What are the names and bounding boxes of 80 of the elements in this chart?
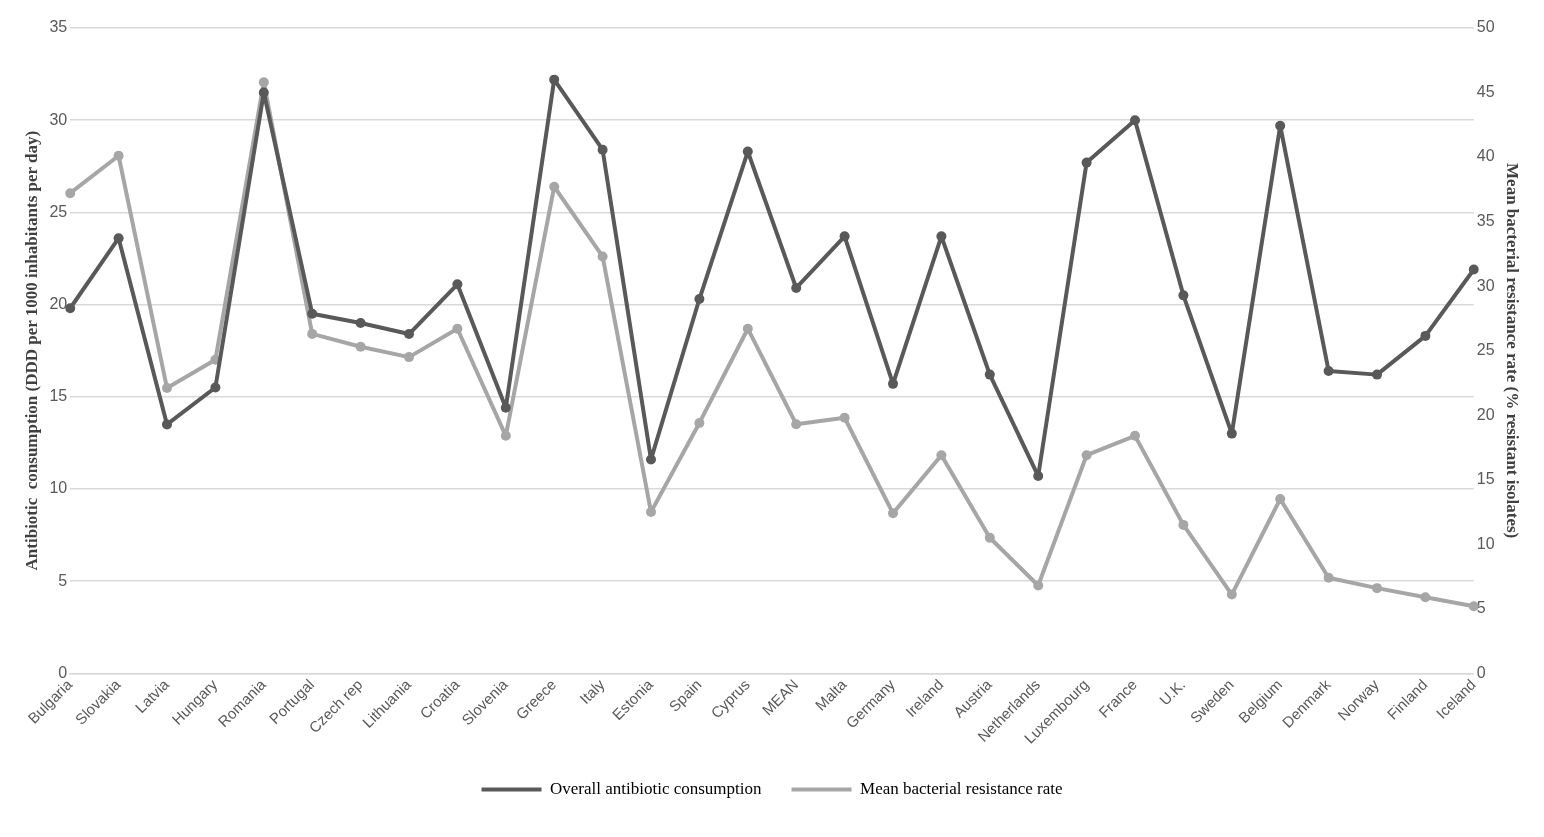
point bbox=[984, 532, 995, 543]
point bbox=[1468, 264, 1479, 275]
y2-tick-label: 20 bbox=[1476, 405, 1495, 423]
point bbox=[839, 231, 850, 242]
y2-tick-label: 30 bbox=[1476, 276, 1495, 294]
point bbox=[452, 279, 463, 290]
point bbox=[839, 412, 850, 423]
point bbox=[113, 150, 124, 161]
point bbox=[1033, 580, 1044, 591]
point bbox=[162, 383, 172, 394]
point bbox=[1033, 471, 1044, 482]
point bbox=[1081, 157, 1092, 168]
y2-tick-label: 35 bbox=[1476, 212, 1495, 229]
point bbox=[1275, 494, 1286, 505]
point bbox=[65, 303, 76, 314]
legend-label: Mean bacterial resistance rate bbox=[860, 778, 1063, 798]
x-tick-label: Italy bbox=[576, 675, 608, 708]
point bbox=[1226, 428, 1237, 439]
y2-axis-title: Mean bacterial resistance rate (% resistant isolates) bbox=[1503, 163, 1523, 539]
point bbox=[452, 323, 463, 334]
point bbox=[500, 402, 511, 413]
legend-label: Overall antibiotic consumption bbox=[550, 778, 763, 798]
point bbox=[65, 188, 76, 199]
point bbox=[1323, 572, 1334, 583]
point bbox=[1323, 365, 1334, 376]
point bbox=[597, 251, 608, 262]
y2-tick-label: 15 bbox=[1476, 470, 1495, 488]
point bbox=[1420, 592, 1431, 603]
y-tick-label: 10 bbox=[49, 479, 68, 497]
point bbox=[1081, 450, 1092, 461]
point bbox=[113, 233, 124, 244]
point bbox=[258, 87, 269, 98]
y2-tick-label: 45 bbox=[1476, 82, 1495, 100]
point bbox=[646, 454, 656, 465]
point bbox=[888, 508, 898, 519]
y2-tick-label: 25 bbox=[1476, 341, 1495, 359]
point bbox=[355, 318, 366, 328]
y-tick-label: 5 bbox=[58, 571, 68, 589]
y2-tick-label: 40 bbox=[1476, 147, 1495, 165]
point bbox=[355, 341, 366, 352]
point bbox=[500, 430, 511, 441]
point bbox=[210, 382, 221, 393]
point bbox=[1372, 369, 1382, 380]
point bbox=[404, 352, 414, 363]
y-tick-label: 0 bbox=[58, 663, 68, 681]
point bbox=[1275, 120, 1286, 131]
point bbox=[1420, 330, 1431, 341]
y2-tick-label: 0 bbox=[1476, 663, 1486, 681]
y-tick-label: 20 bbox=[49, 294, 68, 312]
x-tick-label: U.K. bbox=[1155, 675, 1189, 709]
point bbox=[791, 282, 802, 293]
point bbox=[307, 328, 318, 339]
point bbox=[1178, 519, 1189, 530]
point bbox=[936, 450, 947, 461]
point bbox=[742, 146, 753, 157]
y2-tick-label: 10 bbox=[1476, 534, 1495, 552]
point bbox=[791, 419, 802, 430]
point bbox=[694, 417, 705, 428]
point bbox=[1130, 115, 1140, 126]
point bbox=[549, 181, 560, 192]
y-axis-title: Antibiotic consumption (DDD per 1000 inhabitants per day) bbox=[21, 130, 41, 571]
point bbox=[1226, 589, 1237, 600]
y-tick-label: 35 bbox=[49, 18, 68, 36]
point bbox=[258, 77, 269, 88]
point bbox=[549, 74, 560, 85]
point bbox=[742, 323, 753, 334]
y-tick-label: 25 bbox=[49, 202, 68, 220]
point bbox=[1178, 290, 1189, 301]
point bbox=[1372, 583, 1382, 594]
point bbox=[694, 294, 705, 305]
y-tick-label: 15 bbox=[49, 387, 68, 405]
y2-tick-label: 5 bbox=[1476, 599, 1486, 617]
point bbox=[404, 329, 414, 340]
point bbox=[597, 144, 608, 155]
point bbox=[984, 369, 995, 380]
point bbox=[1130, 430, 1140, 441]
y2-tick-label: 50 bbox=[1476, 18, 1495, 36]
y-tick-label: 30 bbox=[49, 110, 68, 128]
point bbox=[162, 419, 172, 430]
point bbox=[307, 308, 318, 319]
